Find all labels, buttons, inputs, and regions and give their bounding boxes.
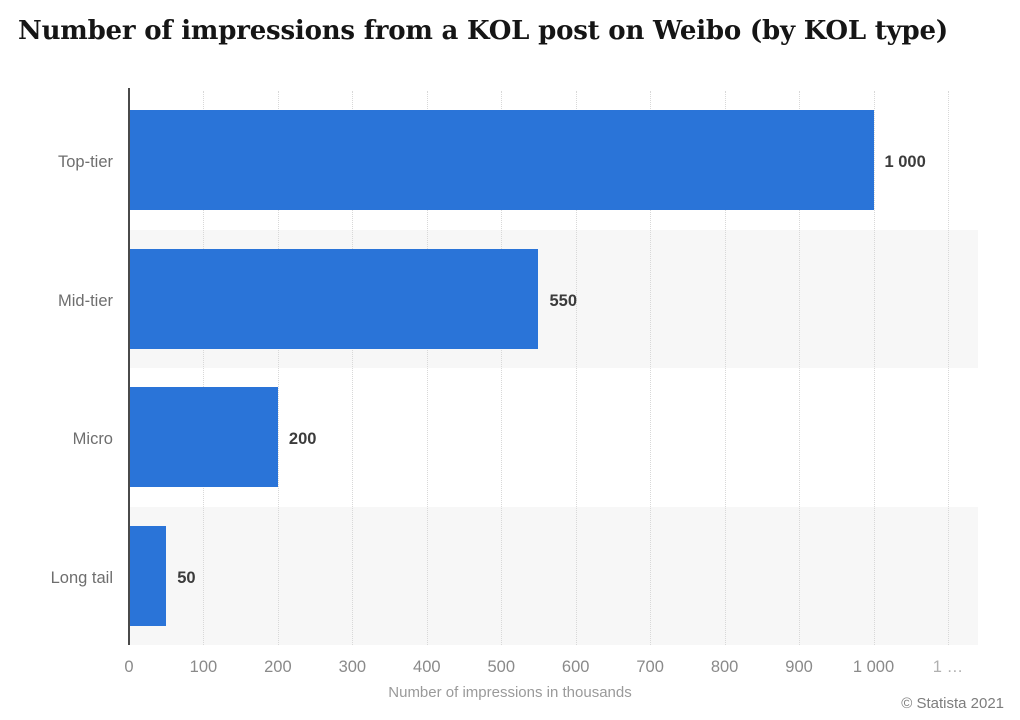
gridline [501,91,503,645]
gridline [724,91,726,645]
statista-credit: © Statista 2021 [901,695,1004,712]
bar[interactable] [129,525,167,626]
gridline [426,91,428,645]
x-axis-tick-label: 100 [189,658,218,676]
y-axis-line [128,88,130,645]
x-axis-tick-label: 400 [413,658,441,676]
y-axis-tick-label: Long tail [50,568,113,587]
gridline [799,91,801,645]
x-axis-tick-label: 1 000 [852,658,895,676]
gridline [277,91,279,645]
x-axis-tick-label: 900 [785,658,813,676]
x-axis-tick-label: 800 [710,658,739,676]
bar-value-label: 550 [549,291,577,310]
gridline [575,91,577,645]
gridline [650,91,652,645]
y-axis-tick-label: Top-tier [57,153,113,172]
bar-value-label: 1 000 [884,153,926,172]
bar-value-label: 50 [177,568,196,587]
x-axis-title: Number of impressions in thousands [388,684,632,701]
bar-value-label: 200 [288,430,317,449]
gridline [947,91,949,645]
gridline [873,91,875,645]
x-axis-tick-label: 600 [561,658,590,676]
bar[interactable] [129,110,874,211]
chart-title: Number of impressions from a KOL post on… [18,16,948,46]
gridline [352,91,354,645]
bar[interactable] [129,248,539,349]
bar[interactable] [129,387,278,488]
x-axis-tick-label: 500 [487,658,516,676]
y-axis-tick-label: Mid-tier [57,291,113,310]
x-axis-tick-label: 300 [338,658,367,676]
gridline [203,91,205,645]
plot-area [129,91,978,645]
x-axis-tick-label: 200 [264,658,292,676]
row-band [129,506,978,645]
y-axis-tick-label: Micro [72,430,113,449]
x-axis-tick-label: 700 [636,658,664,676]
x-axis-tick-label: 0 [124,658,134,676]
x-axis-tick-label: 1 … [932,658,964,676]
